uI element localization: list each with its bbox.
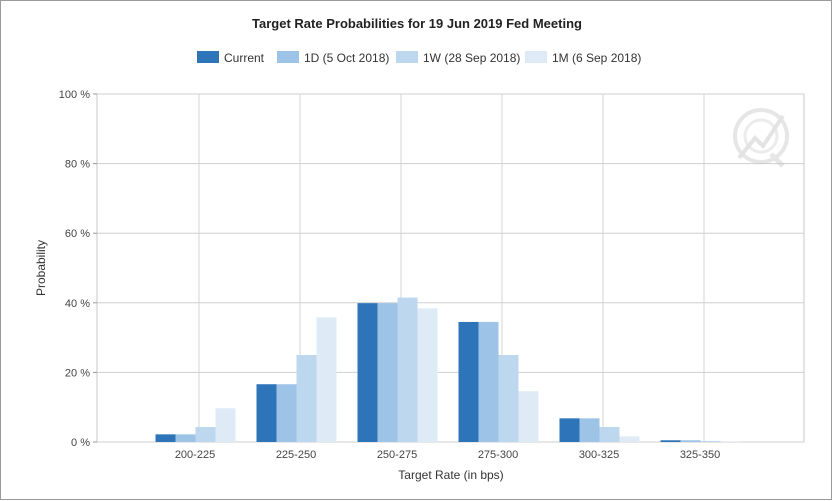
bar	[580, 418, 600, 442]
y-tick-label: 80 %	[65, 159, 90, 171]
legend-swatch	[197, 51, 219, 63]
bar	[701, 441, 721, 442]
legend: Current 1D (5 Oct 2018) 1W (28 Sep 2018) 1M…	[197, 51, 641, 65]
bar	[661, 440, 681, 442]
bar	[560, 418, 580, 442]
legend-swatch	[525, 51, 547, 63]
y-tick-label: 0 %	[71, 437, 90, 449]
y-tick-label: 20 %	[65, 367, 90, 379]
x-axis-ticks: 200-225 225-250 250-275 275-300 300-325 325-3…	[175, 449, 720, 461]
bar	[358, 303, 378, 442]
bar	[176, 434, 196, 442]
legend-swatch	[277, 51, 299, 63]
y-tick-label: 100 %	[59, 89, 90, 101]
bar	[418, 308, 438, 442]
bar	[681, 440, 701, 442]
bar	[398, 298, 418, 442]
bar	[620, 436, 640, 442]
x-axis-label: Target Rate (in bps)	[398, 468, 503, 482]
x-tick-label: 200-225	[175, 449, 215, 461]
legend-swatch	[396, 51, 418, 63]
x-tick-label: 275-300	[478, 449, 518, 461]
bar	[196, 427, 216, 442]
legend-label: 1M (6 Sep 2018)	[552, 51, 641, 65]
x-tick-label: 250-275	[377, 449, 417, 461]
bar	[257, 384, 277, 442]
x-tick-label: 300-325	[579, 449, 619, 461]
legend-label: 1W (28 Sep 2018)	[423, 51, 520, 65]
x-tick-label: 225-250	[276, 449, 316, 461]
y-tick-label: 60 %	[65, 228, 90, 240]
legend-label: Current	[224, 51, 265, 65]
bar	[378, 303, 398, 442]
chart-title: Target Rate Probabilities for 19 Jun 201…	[252, 16, 582, 31]
y-tick-label: 40 %	[65, 298, 90, 310]
bar	[297, 355, 317, 442]
bar	[459, 322, 479, 442]
y-axis-ticks: 0 % 20 % 40 % 60 % 80 % 100 %	[59, 89, 97, 449]
y-axis-label: Probability	[34, 240, 48, 296]
bar	[600, 427, 620, 442]
bar	[277, 384, 297, 442]
x-tick-label: 325-350	[680, 449, 720, 461]
bar	[156, 434, 176, 442]
legend-label: 1D (5 Oct 2018)	[304, 51, 389, 65]
bar	[216, 408, 236, 442]
plot-area	[97, 94, 804, 442]
bar	[479, 322, 499, 442]
bar	[519, 391, 539, 442]
bar	[317, 317, 337, 442]
bar	[499, 355, 519, 442]
